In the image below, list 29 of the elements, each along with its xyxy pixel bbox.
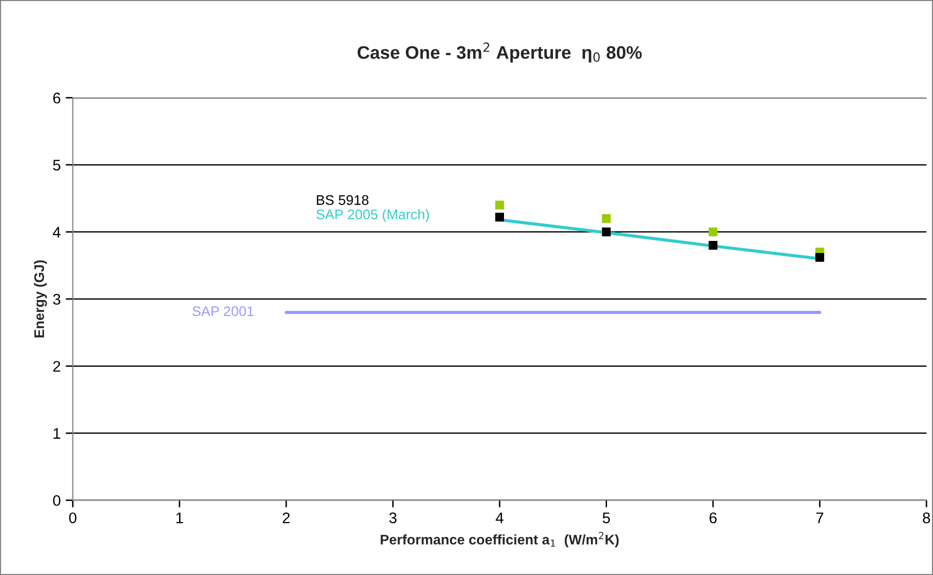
y-tick-label: 5 [53,160,60,171]
x-tick-label: 0 [69,512,76,524]
point [708,228,718,236]
text: SAP 2001 [192,306,254,316]
x-tick-label: 5 [602,512,610,524]
y-tick-label: 1 [54,428,60,439]
y-tick-label: 6 [53,92,60,104]
y-axis-title: Energy (GJ) [34,260,47,338]
y-tick-label: 3 [53,294,60,305]
chart-title: Case One - 3m$^{2}$ Aperture η$_{0}$ 80% [358,42,642,62]
x-tick-label: 1 [176,512,183,524]
point [708,240,718,250]
point [495,212,504,222]
text: SAP 2005 (March) [316,209,429,222]
x-tick-label: 7 [816,512,824,524]
point [815,253,824,262]
text: BS 5918 [316,195,368,205]
x-tick-label: 2 [282,512,290,524]
point [602,228,611,236]
x-tick-label: 6 [710,512,717,524]
x-tick-label: 3 [389,512,396,524]
y-tick-label: 4 [52,226,61,238]
x-tick-label: 4 [496,512,504,524]
y-tick-label: 0 [53,495,60,506]
point [602,214,611,223]
point [495,200,504,210]
y-tick-label: 2 [53,360,60,372]
x-tick-label: 8 [922,512,930,524]
x-axis-title: Performance coefficient a$_{1}$ (W/m$^{2}$K) [380,532,619,548]
